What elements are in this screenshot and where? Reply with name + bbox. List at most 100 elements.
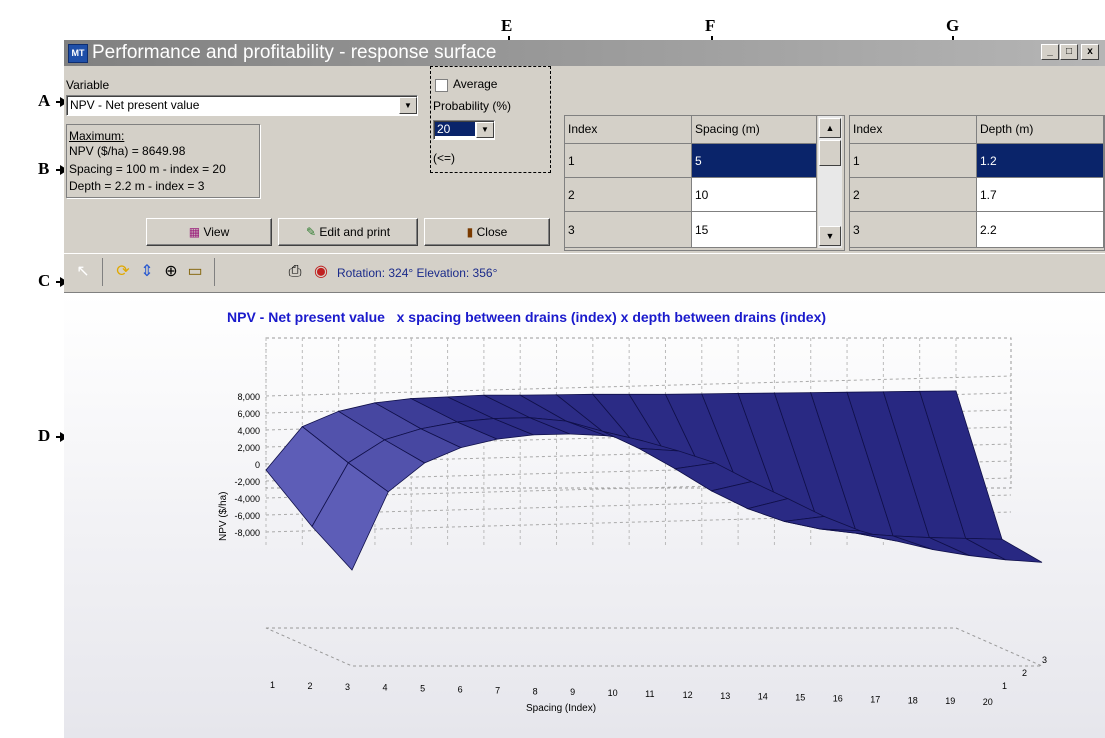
app-icon: MT [68, 44, 88, 63]
x-tick-label: 3 [345, 682, 350, 692]
print-icon[interactable]: ⎙ [288, 263, 302, 280]
callout-e: E [501, 16, 513, 35]
y-tick-label: 8,000 [237, 392, 260, 402]
depth-row-value[interactable]: 2.2 [977, 212, 1104, 248]
y-gridline [265, 494, 1012, 516]
spacing-header-value: Spacing (m) [692, 116, 817, 144]
depth-tick-label: 1 [1002, 681, 1007, 691]
depth-row-value[interactable]: 1.7 [977, 178, 1104, 212]
surface-svg: 8,000 6,000 4,000 2,000 0 -2,000 -4,000 -6,000 -… [218, 337, 1047, 714]
response-surface-window: MT Performance and profitability - respo… [64, 40, 1105, 738]
view-button-label: View [203, 225, 230, 239]
x-tick-label: 1 [270, 680, 275, 690]
maximum-depth: Depth = 2.2 m - index = 3 [69, 179, 205, 193]
y-tick-label: -6,000 [234, 511, 260, 521]
depth-tick-label: 3 [1042, 655, 1047, 665]
rotation-status: Rotation: 324° Elevation: 356° [337, 266, 498, 280]
depth-header-value: Depth (m) [977, 116, 1104, 144]
variable-select[interactable]: NPV - Net present value ▼ [66, 95, 418, 116]
y-gridline [265, 477, 1012, 499]
chart-toolbar: ↖ ⟳ ⇕ ⊕ ▭ ⎙ ◉ Rotation: 324° Elevation: … [64, 253, 1105, 293]
maximum-npv: NPV ($/ha) = 8649.98 [69, 144, 186, 158]
x-tick-label: 18 [908, 695, 918, 705]
probability-value: 20 [435, 122, 475, 136]
callout-b: B [38, 159, 50, 178]
depth-row-index: 2 [850, 178, 977, 212]
scroll-up-icon[interactable]: ▲ [819, 118, 841, 138]
scroll-down-icon[interactable]: ▼ [819, 226, 841, 246]
scroll-thumb[interactable] [819, 140, 841, 166]
y-tick-label: 2,000 [237, 443, 260, 453]
callout-f: F [705, 16, 716, 35]
x-tick-label: 14 [758, 692, 768, 702]
y-gridline [265, 460, 1012, 482]
x-tick-label: 4 [383, 683, 388, 693]
spacing-header-index: Index [565, 116, 692, 144]
maximize-button[interactable]: □ [1060, 44, 1078, 60]
close-button-label: Close [476, 225, 508, 239]
y-gridline [265, 375, 1012, 397]
average-label: Average [453, 77, 498, 91]
copy-icon[interactable]: ▭ [187, 263, 203, 280]
x-tick-label: 11 [645, 689, 654, 699]
chevron-down-icon[interactable]: ▼ [476, 122, 494, 138]
edit-icon: ✎ [305, 225, 316, 239]
callout-g: G [946, 16, 960, 35]
palette-icon[interactable]: ◉ [314, 263, 328, 280]
callout-a: A [38, 91, 51, 110]
close-button[interactable]: ▮ Close [424, 218, 550, 246]
close-window-button[interactable]: x [1081, 44, 1099, 60]
minimize-button[interactable]: _ [1041, 44, 1059, 60]
callout-d: D [38, 426, 51, 445]
x-tick-label: 7 [495, 685, 500, 695]
average-checkbox[interactable] [435, 79, 448, 92]
spacing-scrollbar[interactable]: ▲ ▼ [818, 116, 842, 248]
toolbar-divider [102, 258, 103, 286]
x-tick-label: 2 [308, 681, 313, 691]
view-button[interactable]: ▦ View [146, 218, 272, 246]
variable-value: NPV - Net present value [70, 98, 200, 112]
x-tick-label: 12 [683, 690, 693, 700]
maximum-heading: Maximum: [69, 129, 125, 143]
x-tick-label: 9 [570, 687, 575, 697]
x-tick-label: 17 [870, 694, 880, 704]
spacing-row-value[interactable]: 10 [692, 178, 817, 212]
depth-row-value[interactable]: 1.2 [977, 144, 1104, 178]
spacing-row-value[interactable]: 15 [692, 212, 817, 248]
y-gridline [265, 443, 1012, 465]
y-gridline [265, 511, 1012, 533]
chevron-down-icon[interactable]: ▼ [399, 97, 417, 114]
depth-tick-label: 2 [1022, 668, 1027, 678]
y-tick-label: 0 [255, 460, 260, 470]
y-tick-label: -2,000 [234, 477, 260, 487]
x-tick-label: 15 [795, 693, 805, 703]
floor-plane [265, 627, 1043, 667]
x-tick-label: 13 [720, 691, 730, 701]
y-tick-label: -4,000 [234, 494, 260, 504]
depth-table: Index Depth (m) 1 1.2 2 1.7 3 2.2 [849, 115, 1105, 251]
edit-print-button[interactable]: ✎ Edit and print [278, 218, 418, 246]
x-tick-label: 10 [608, 688, 618, 698]
y-axis-label: NPV ($/ha) [218, 492, 229, 541]
x-tick-label: 5 [420, 684, 425, 694]
pointer-icon[interactable]: ↖ [76, 263, 90, 280]
maximum-box: Maximum: NPV ($/ha) = 8649.98 Spacing = … [66, 124, 260, 198]
edit-print-button-label: Edit and print [319, 225, 391, 239]
y-tick-label: 6,000 [237, 409, 260, 419]
rotate-icon[interactable]: ⟳ [116, 263, 130, 280]
spacing-row-value[interactable]: 5 [692, 144, 817, 178]
probability-condition: (<=) [433, 151, 456, 165]
chart-title: NPV - Net present value x spacing betwee… [227, 309, 827, 325]
spacing-table: Index Spacing (m) 1 5 2 10 3 15 ▲ ▼ [564, 115, 845, 251]
zoom-icon[interactable]: ⊕ [164, 263, 178, 280]
x-axis-label: Spacing (Index) [526, 703, 596, 714]
move-icon[interactable]: ⇕ [140, 263, 154, 280]
probability-label: Probability (%) [433, 99, 512, 113]
probability-select[interactable]: 20 ▼ [433, 120, 495, 140]
depth-row-index: 3 [850, 212, 977, 248]
x-tick-label: 19 [945, 696, 955, 706]
depth-row-index: 1 [850, 144, 977, 178]
spacing-row-index: 3 [565, 212, 692, 248]
x-tick-label: 8 [533, 686, 538, 696]
toolbar-divider [214, 258, 215, 286]
